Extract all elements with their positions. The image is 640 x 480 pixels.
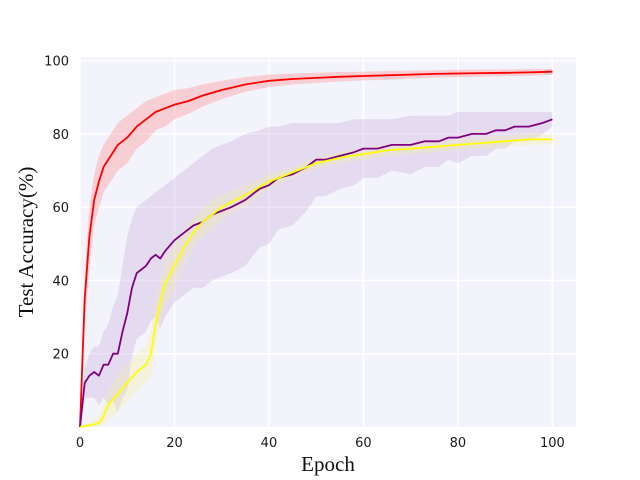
series-2-band: [80, 112, 553, 427]
x-tick-label: 40: [261, 436, 278, 451]
series-3-band: [80, 133, 553, 427]
y-axis-label: Test Accuracy(%): [14, 167, 38, 318]
confidence-bands: [80, 68, 553, 427]
x-tick-label: 80: [450, 436, 467, 451]
y-tick-label: 40: [52, 274, 69, 289]
x-tick-label: 100: [540, 436, 565, 451]
series-lines: [79, 70, 553, 428]
tick-labels: 0 20 40 60 80 100 20 40 60 80 100: [44, 55, 565, 451]
y-tick-label: 80: [52, 128, 69, 143]
x-tick-label: 0: [76, 436, 84, 451]
plot-background: [80, 57, 576, 427]
y-tick-label: 60: [52, 201, 69, 216]
x-axis-label: Epoch: [301, 452, 355, 476]
x-tick-label: 60: [355, 436, 372, 451]
y-tick-label: 20: [52, 348, 69, 363]
series-3-line: [79, 138, 553, 428]
series-1-line: [79, 70, 553, 428]
x-tick-label: 20: [166, 436, 183, 451]
grid: [79, 57, 576, 427]
series-2-line: [79, 118, 553, 428]
y-tick-label: 100: [44, 55, 69, 70]
